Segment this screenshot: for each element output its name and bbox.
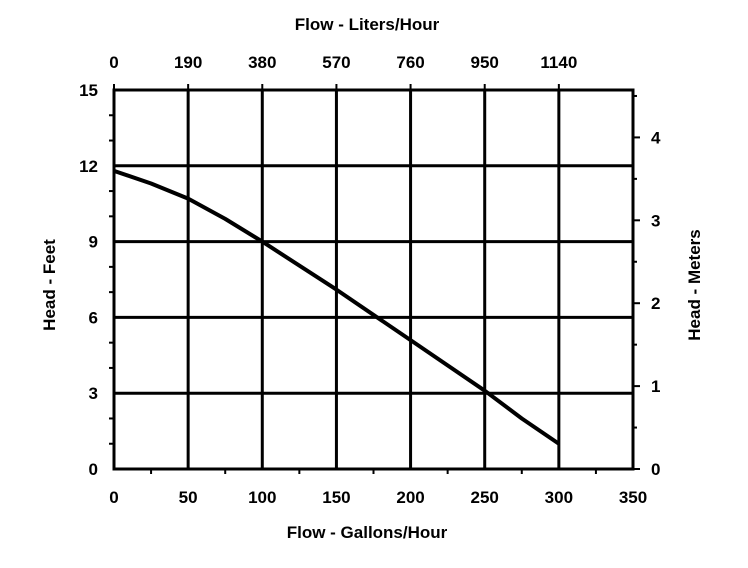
series-layer (113, 168, 560, 446)
x-tick-label: 50 (179, 488, 198, 507)
x2-axis-title: Flow - Liters/Hour (295, 15, 440, 34)
y2-tick-label: 0 (651, 460, 660, 479)
y2-axis-title: Head - Meters (685, 229, 704, 340)
y-tick-label: 3 (89, 384, 98, 403)
x2-tick-label: 190 (174, 53, 202, 72)
y-axis-ticks: 0 3 6 9 12 15 (79, 81, 98, 479)
x-tick-label: 350 (619, 488, 647, 507)
x-axis-ticks: 0 50 100 150 200 250 300 350 (109, 488, 647, 507)
y-tick-label: 6 (89, 308, 98, 327)
x2-tick-label: 380 (248, 53, 276, 72)
y2-tick-label: 4 (651, 128, 661, 147)
y-tick-label: 0 (89, 460, 98, 479)
x2-tick-label: 950 (471, 53, 499, 72)
x2-tick-label: 570 (322, 53, 350, 72)
y-tick-label: 12 (79, 157, 98, 176)
y2-tick-label: 1 (651, 377, 660, 396)
y2-tick-label: 3 (651, 211, 660, 230)
plot-frame (112, 88, 635, 471)
x-tick-label: 150 (322, 488, 350, 507)
x2-axis-ticks: 0 190 380 570 760 950 1140 (109, 53, 577, 90)
y2-axis-ticks: 0 1 2 3 4 (633, 94, 661, 479)
y-tick-label: 9 (89, 233, 98, 252)
y-tick-label: 15 (79, 81, 98, 100)
y2-tick-label: 2 (651, 294, 660, 313)
x-axis-title: Flow - Gallons/Hour (287, 523, 448, 542)
y-axis-title: Head - Feet (40, 239, 59, 331)
x-tick-label: 0 (109, 488, 118, 507)
x-tick-label: 100 (248, 488, 276, 507)
x2-tick-label: 760 (396, 53, 424, 72)
grid (114, 90, 633, 469)
x2-tick-label: 0 (109, 53, 118, 72)
x2-tick-label: 1140 (540, 53, 577, 72)
x-tick-label: 200 (396, 488, 424, 507)
x-tick-label: 300 (545, 488, 573, 507)
series-line-0 (113, 168, 560, 446)
x-tick-label: 250 (471, 488, 499, 507)
